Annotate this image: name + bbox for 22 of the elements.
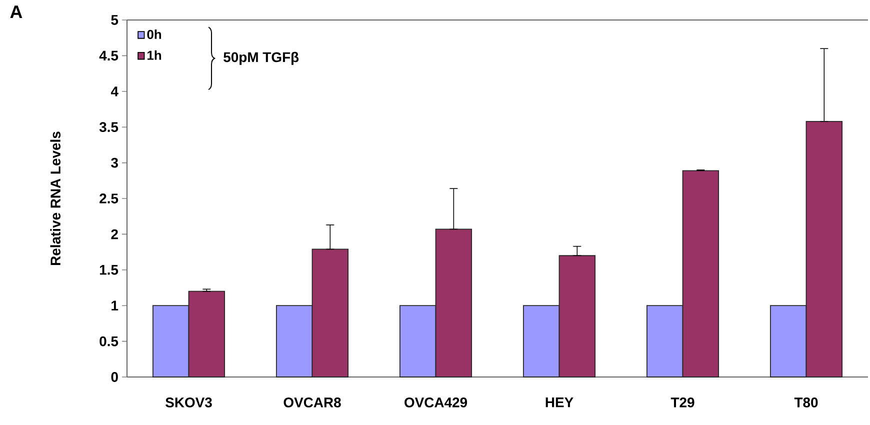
- x-tick-label: SKOV3: [166, 398, 212, 408]
- x-tick-label: OVCAR8: [284, 398, 341, 408]
- annotation: 50pM TGFβ: [224, 52, 299, 65]
- y-tick-label: 1.5: [100, 265, 118, 275]
- y-tick-label: 3: [111, 158, 118, 168]
- y-tick-label: 5: [111, 15, 118, 25]
- y-tick-label: 0.5: [100, 336, 118, 346]
- y-tick-label: 1: [112, 300, 118, 310]
- y-tick-label: 4: [110, 86, 118, 96]
- x-tick-label: OVCA429: [404, 398, 468, 408]
- y-axis-title: Relative RNA Levels: [50, 132, 60, 266]
- y-tick-label: 2.5: [100, 194, 118, 204]
- y-tick-label: 0: [111, 372, 118, 382]
- legend-label: 0h: [147, 30, 162, 40]
- y-tick-label: 3.5: [99, 122, 118, 132]
- x-tick-label: HEY: [546, 398, 574, 408]
- x-tick-label: T80: [794, 398, 818, 408]
- legend-label: 1h: [148, 50, 162, 60]
- y-tick-label: 4.5: [99, 50, 118, 61]
- text: A: [10, 6, 22, 18]
- y-tick-label: 2: [111, 229, 118, 240]
- x-tick-label: T29: [670, 398, 694, 408]
